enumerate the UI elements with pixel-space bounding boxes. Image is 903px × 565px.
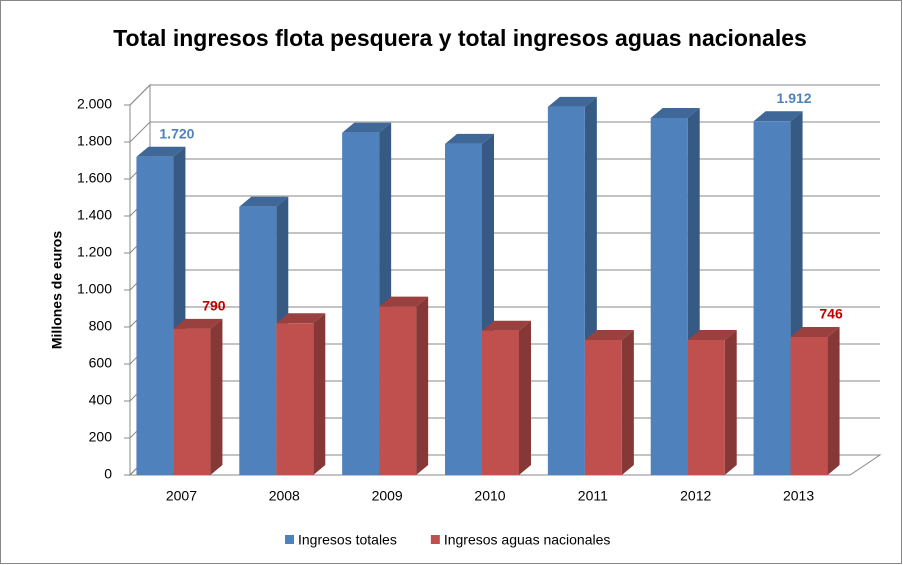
bar xyxy=(584,339,622,475)
y-tick-label: 1.400 xyxy=(77,207,112,223)
bar-top xyxy=(239,196,289,207)
bar-top xyxy=(482,320,531,331)
y-tick-label: 800 xyxy=(89,318,113,334)
y-tick-label: 1.600 xyxy=(77,170,112,186)
bar-top xyxy=(687,329,737,340)
bar-top xyxy=(584,329,634,340)
bar-side xyxy=(724,329,737,475)
x-tick-label: 2008 xyxy=(269,488,300,504)
bar-side xyxy=(519,320,531,475)
bar-side xyxy=(313,313,326,475)
y-tick-label: 1.000 xyxy=(77,281,112,297)
legend-label: Ingresos totales xyxy=(298,532,397,548)
bar-side xyxy=(416,296,429,475)
bar xyxy=(482,330,519,475)
legend-swatch xyxy=(285,535,294,544)
bar xyxy=(136,156,174,476)
value-label: 1.720 xyxy=(159,126,194,142)
bar xyxy=(753,121,791,475)
grid-line-side xyxy=(129,121,151,143)
y-tick-label: 1.200 xyxy=(77,244,112,260)
bar-top xyxy=(173,318,223,329)
x-tick-label: 2012 xyxy=(680,488,711,504)
bar-top xyxy=(445,133,494,144)
bar xyxy=(276,323,314,475)
x-tick-label: 2007 xyxy=(166,488,197,504)
bar xyxy=(445,143,482,475)
bar-side xyxy=(827,326,840,475)
bar xyxy=(239,206,277,475)
grid-line-side xyxy=(129,84,151,106)
value-label: 1.912 xyxy=(777,90,812,106)
bar xyxy=(650,117,688,475)
bar xyxy=(547,106,585,475)
bar-side xyxy=(210,318,223,475)
bar xyxy=(379,306,417,475)
bar-top xyxy=(136,146,186,157)
y-tick-label: 400 xyxy=(89,392,113,408)
x-tick-label: 2013 xyxy=(783,488,814,504)
x-tick-label: 2010 xyxy=(474,488,505,504)
bar-top xyxy=(379,296,429,307)
y-axis-label: Millones de euros xyxy=(49,231,65,349)
bar-top xyxy=(276,313,326,324)
x-tick-label: 2011 xyxy=(578,488,608,504)
bar-top xyxy=(753,111,803,122)
bar-side xyxy=(621,329,634,475)
bar-top xyxy=(790,326,840,337)
bar-top xyxy=(650,107,700,118)
bar xyxy=(687,339,725,475)
value-label: 746 xyxy=(819,306,843,322)
legend-label: Ingresos aguas nacionales xyxy=(444,532,611,548)
bar xyxy=(790,336,828,475)
bar xyxy=(173,328,211,475)
x-tick-label: 2009 xyxy=(372,488,403,504)
y-tick-label: 2.000 xyxy=(77,96,112,112)
chart-title: Total ingresos flota pesquera y total in… xyxy=(113,25,807,51)
y-tick-label: 0 xyxy=(104,466,112,482)
bar-top xyxy=(547,96,597,107)
y-tick-label: 600 xyxy=(89,355,113,371)
bar xyxy=(342,132,380,475)
y-tick-label: 1.800 xyxy=(77,133,112,149)
bar-top xyxy=(342,122,392,133)
legend-swatch xyxy=(430,535,440,544)
value-label: 790 xyxy=(202,298,226,314)
y-tick-label: 200 xyxy=(89,429,113,445)
